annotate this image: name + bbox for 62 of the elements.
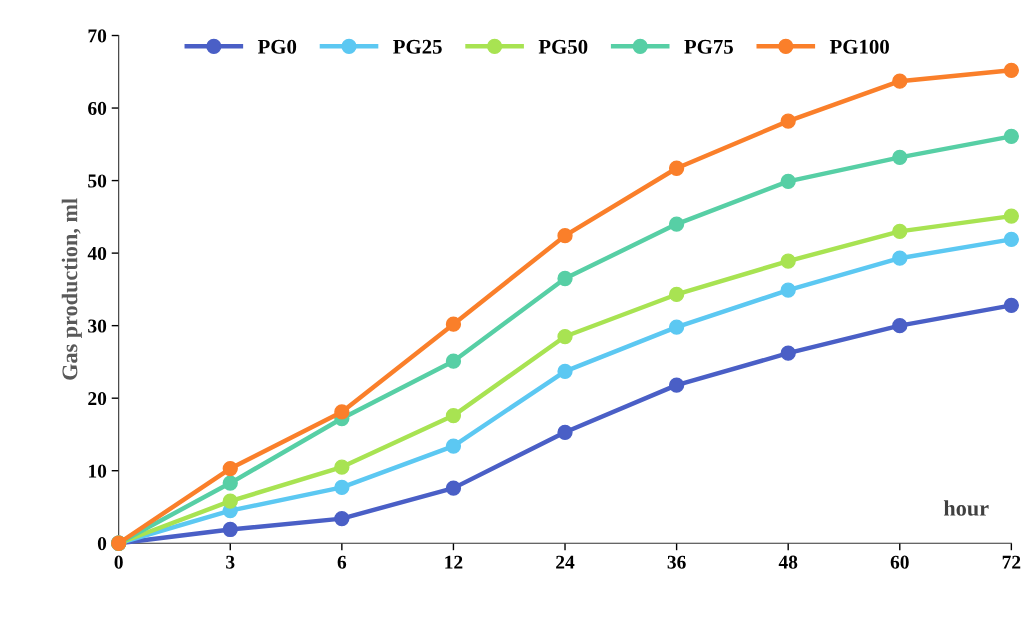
- legend-label: PG75: [684, 39, 733, 54]
- point: [780, 173, 796, 189]
- legend-label: PG25: [393, 39, 442, 54]
- point: [1003, 231, 1019, 247]
- x-tick-label: 12: [445, 555, 463, 569]
- point: [222, 493, 238, 509]
- point: [557, 228, 573, 244]
- point: [1003, 208, 1019, 224]
- point: [445, 407, 462, 424]
- x-axis-title: hour: [943, 500, 989, 516]
- point: [892, 318, 908, 334]
- point: [222, 460, 238, 477]
- legend-label: PG100: [829, 39, 889, 54]
- point: [1003, 62, 1019, 78]
- point: [557, 270, 573, 287]
- point: [668, 286, 685, 303]
- y-tick-label: 50: [88, 174, 107, 188]
- point: [222, 475, 238, 491]
- point: [668, 216, 685, 232]
- y-tick-label: 70: [88, 29, 107, 43]
- point: [445, 353, 462, 369]
- y-axis-title: Gas production, ml: [61, 198, 82, 380]
- y-tick-label: 20: [88, 392, 107, 406]
- point: [892, 223, 908, 239]
- y-tick-label: 60: [88, 101, 107, 115]
- point: [780, 113, 796, 129]
- legend-label: PG0: [257, 39, 297, 54]
- point: [334, 404, 350, 420]
- x-tick-label: 72: [1002, 555, 1021, 569]
- x-tick-label: 6: [337, 555, 347, 569]
- point: [445, 316, 462, 332]
- x-tick-label: 3: [226, 555, 235, 569]
- point: [892, 149, 908, 166]
- legend-label: PG50: [538, 39, 588, 54]
- point: [892, 73, 908, 89]
- point: [1003, 128, 1019, 144]
- point: [557, 363, 573, 379]
- y-tick-label: 10: [88, 464, 107, 478]
- point: [1003, 297, 1019, 313]
- x-tick-label: 24: [556, 555, 575, 569]
- y-tick-label: 30: [88, 319, 107, 333]
- point: [445, 438, 462, 454]
- point: [222, 521, 238, 538]
- x-tick-label: 36: [667, 555, 686, 569]
- point: [668, 319, 685, 335]
- point: [334, 510, 350, 527]
- point: [780, 253, 796, 269]
- point: [445, 480, 462, 496]
- point: [334, 479, 350, 496]
- x-tick-label: 48: [778, 555, 798, 569]
- point: [557, 328, 573, 345]
- point: [780, 282, 796, 298]
- point: [892, 250, 908, 266]
- point: [334, 459, 350, 475]
- y-tick-label: 40: [87, 246, 107, 261]
- y-tick-label: 0: [97, 537, 107, 551]
- point: [557, 424, 573, 440]
- point: [780, 345, 796, 361]
- point: [668, 377, 685, 393]
- point: [668, 160, 685, 176]
- x-tick-label: 0: [114, 555, 123, 569]
- x-tick-label: 60: [890, 555, 909, 569]
